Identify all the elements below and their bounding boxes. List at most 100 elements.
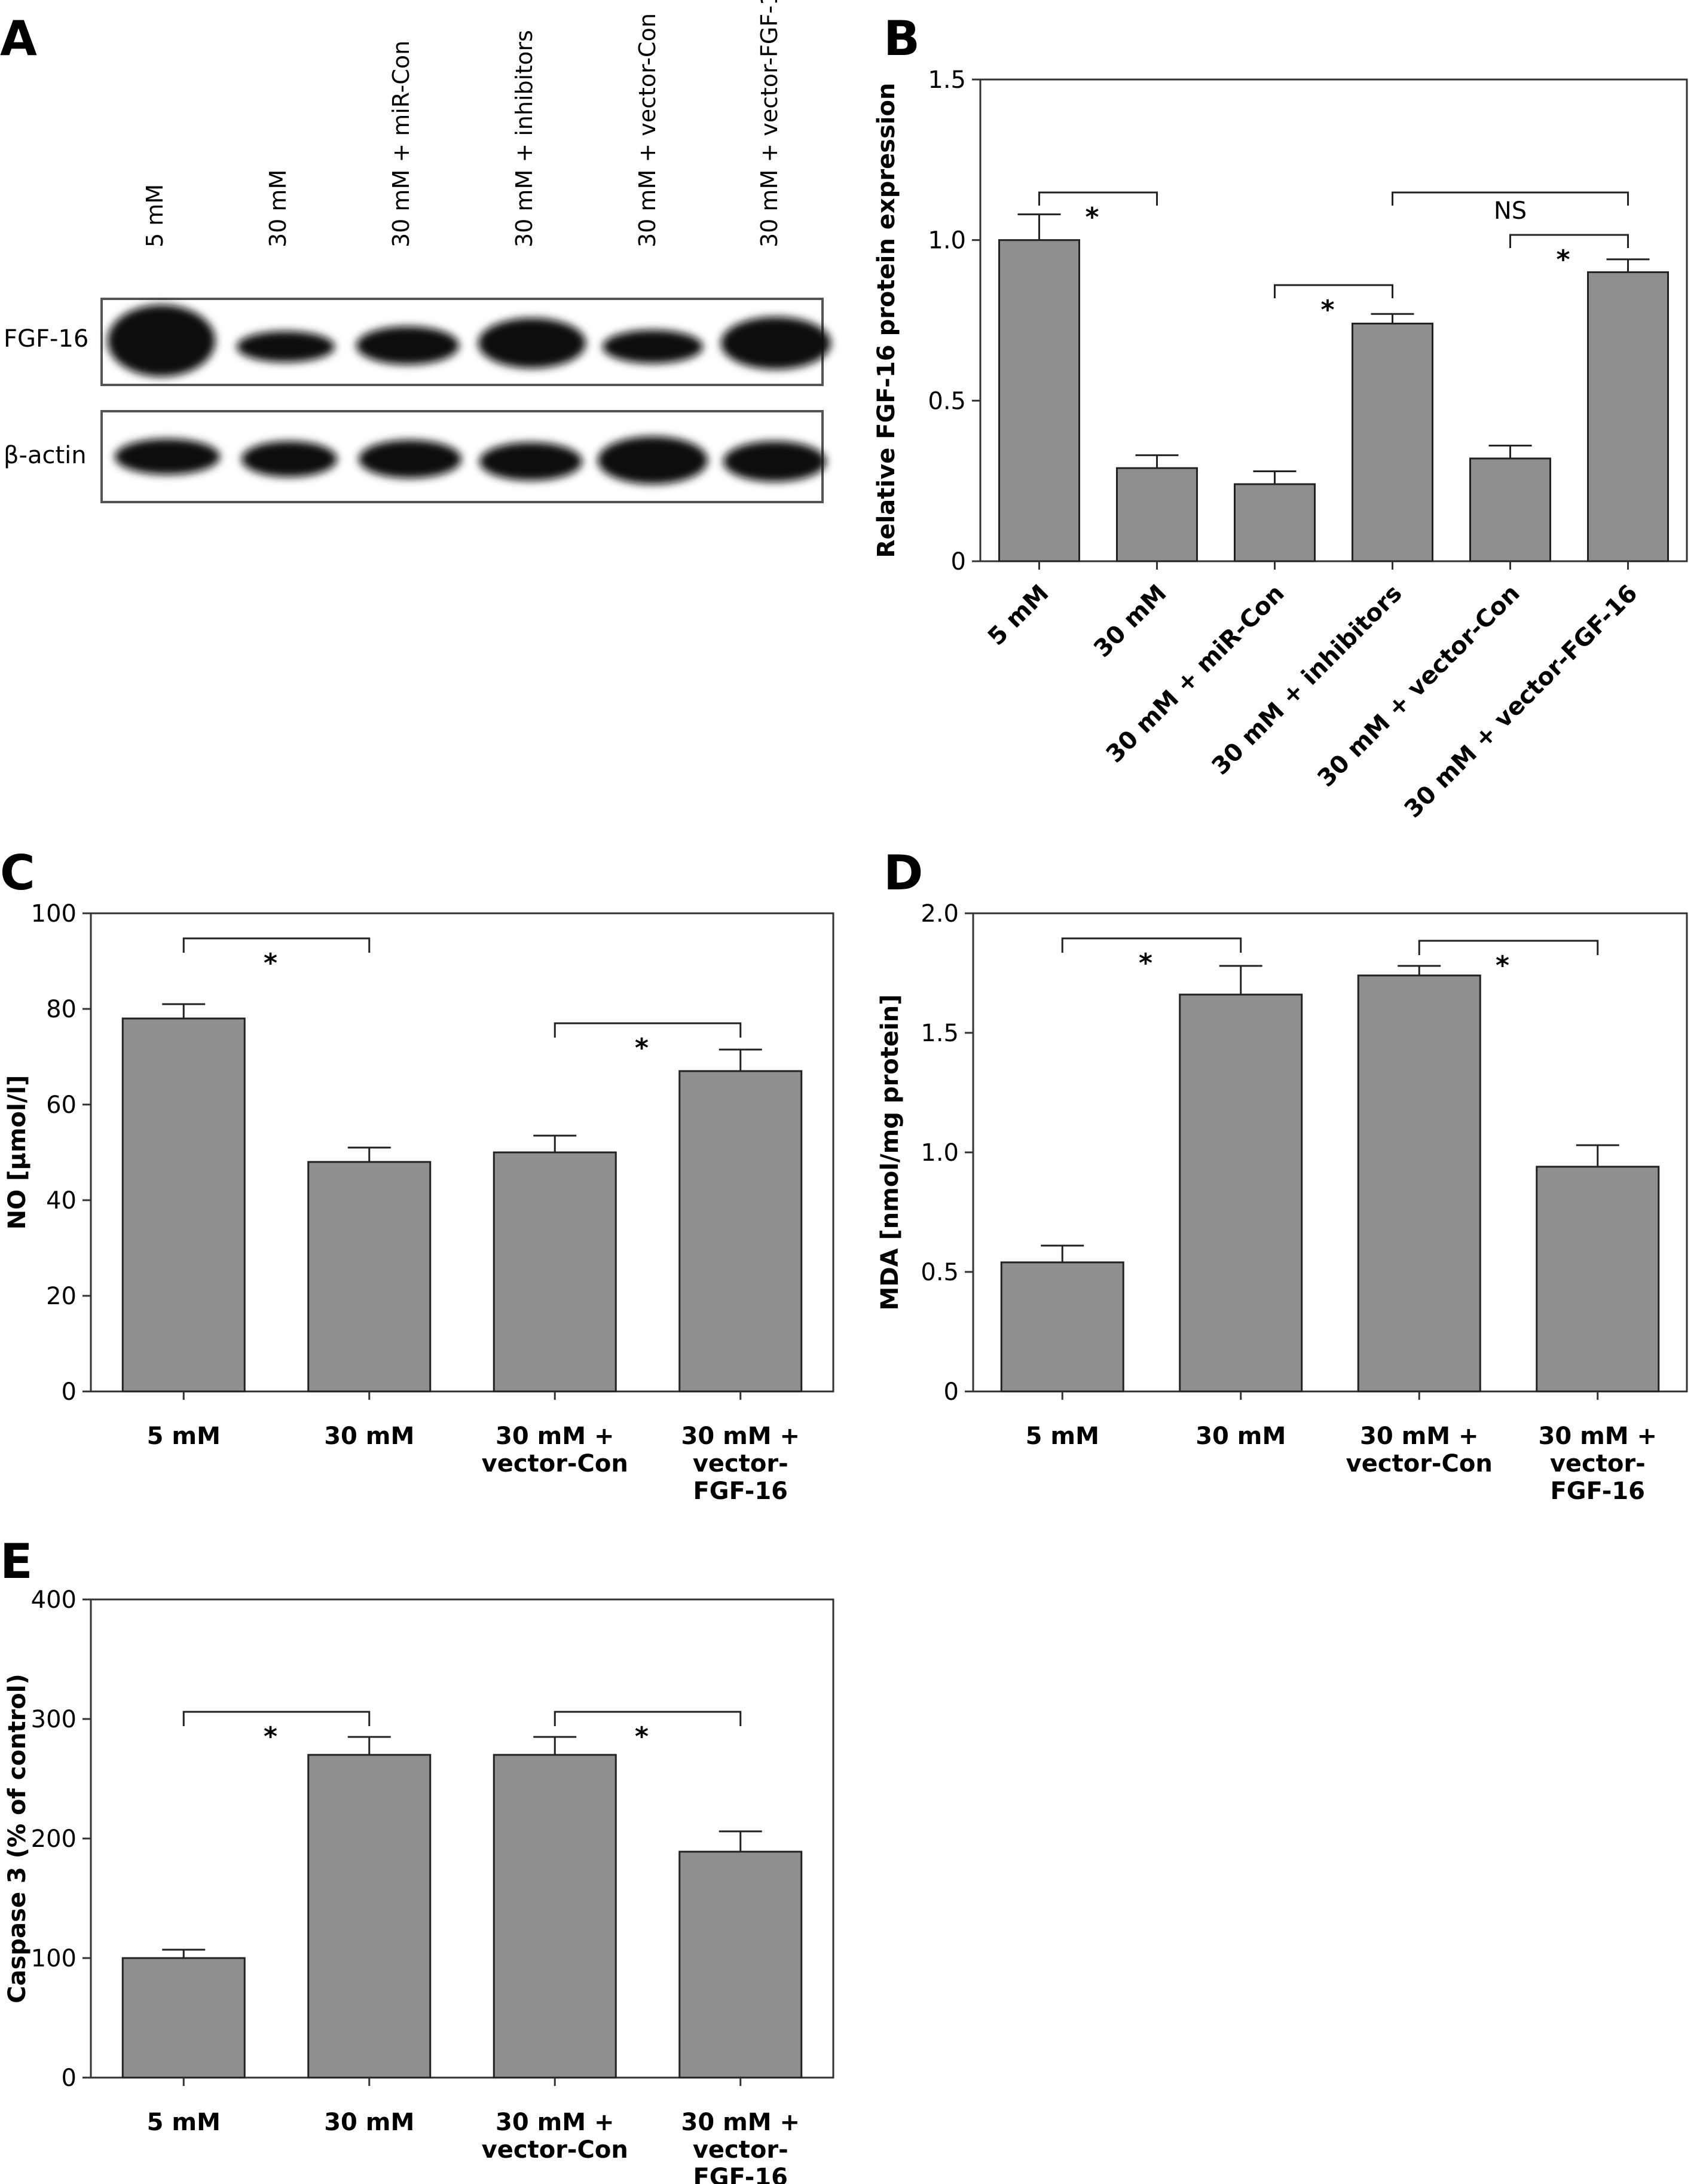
x-tick-label-e-2: 30 mM + vector-Con [482, 2109, 628, 2164]
x-tick-label-b-0: 5 mM [983, 580, 1054, 651]
significance-label-b-2: NS [1494, 197, 1527, 225]
row-label-beta-actin: β-actin [4, 442, 87, 469]
band-actin-lane6 [723, 441, 826, 482]
bar-c-3 [678, 1070, 803, 1393]
lane-label-vectorfgf16: 30 mM + vector-FGF-16 [756, 0, 782, 247]
bar-e-2 [493, 1754, 617, 2079]
plot-frame-c [90, 912, 834, 1393]
bar-b-4 [1469, 457, 1551, 562]
y-tick-label-e-1: 100 [31, 1945, 77, 1972]
significance-label-d-1: * [1496, 950, 1509, 981]
significance-label-b-3: * [1556, 244, 1570, 275]
y-tick-label-e-3: 300 [31, 1706, 77, 1733]
bar-c-2 [493, 1151, 617, 1393]
significance-label-c-1: * [635, 1033, 649, 1063]
band-fgf16-lane5 [603, 330, 703, 363]
y-tick-label-d-1: 0.5 [921, 1259, 959, 1286]
bar-d-3 [1536, 1166, 1660, 1393]
y-axis-label-e: Caspase 3 (% of control) [4, 1674, 31, 2003]
x-tick-label-d-3: 30 mM + vector-FGF-16 [1538, 1423, 1657, 1505]
panel-label-c: C [0, 845, 35, 901]
x-tick-label-d-1: 30 mM [1196, 1423, 1286, 1450]
bar-b-0 [998, 239, 1080, 562]
significance-bracket-b-1 [1274, 284, 1393, 298]
y-tick-label-c-3: 60 [46, 1091, 77, 1119]
bar-d-0 [1000, 1261, 1124, 1393]
x-tick-label-b-1: 30 mM [1089, 580, 1172, 663]
significance-label-d-0: * [1139, 948, 1152, 978]
significance-label-e-0: * [264, 1721, 277, 1752]
bar-e-0 [121, 1957, 246, 2079]
x-tick-label-c-3: 30 mM + vector-FGF-16 [681, 1423, 800, 1505]
y-tick-label-c-0: 0 [62, 1378, 77, 1406]
y-tick-label-c-1: 20 [46, 1283, 77, 1310]
western-blot: 5 mM 30 mM 30 mM + miR-Con 30 mM + inhib… [4, 0, 831, 503]
y-tick-label-d-0: 0 [944, 1378, 959, 1406]
bar-b-3 [1352, 322, 1433, 562]
charts: 0 0.5 1.0 1.5 Relative FGF-16 protein expres… [4, 66, 1688, 2184]
y-tick-label-e-0: 0 [62, 2064, 77, 2092]
y-tick-label-c-5: 100 [31, 900, 77, 928]
significance-label-b-0: * [1085, 202, 1099, 233]
chart-e: 0 100 200 300 400 Caspase 3 (% of control) 5 m… [4, 1586, 834, 2184]
band-actin-lane5 [598, 436, 708, 484]
y-tick-label-d-2: 1.0 [921, 1139, 959, 1167]
panel-label-b: B [883, 11, 920, 66]
y-tick-label-b-0: 0 [951, 548, 966, 576]
bar-e-3 [678, 1850, 803, 2079]
significance-bracket-c-0 [182, 937, 371, 953]
panel-label-a: A [0, 11, 37, 66]
y-axis-label-b: Relative FGF-16 protein expression [873, 83, 900, 558]
y-axis-label-d: MDA [nmol/mg protein] [876, 995, 904, 1311]
significance-bracket-d-1 [1418, 940, 1599, 955]
y-tick-label-c-4: 80 [46, 996, 77, 1023]
significance-label-b-1: * [1320, 295, 1334, 325]
significance-bracket-c-1 [554, 1022, 742, 1038]
y-tick-label-e-2: 200 [31, 1825, 77, 1853]
panel-label-d: D [883, 845, 923, 901]
panel-label-e: E [0, 1534, 33, 1589]
x-tick-label-e-1: 30 mM [324, 2109, 414, 2136]
x-tick-label-c-1: 30 mM [324, 1423, 414, 1450]
band-fgf16-lane2 [237, 331, 335, 362]
bar-c-1 [307, 1161, 432, 1393]
band-fgf16-lane3 [356, 326, 459, 365]
chart-b: 0 0.5 1.0 1.5 Relative FGF-16 protein expres… [873, 66, 1688, 824]
lane-label-5mm: 5 mM [142, 184, 168, 247]
significance-bracket-e-1 [554, 1711, 742, 1726]
x-tick-label-b-4: 30 mM + vector-Con [1312, 580, 1525, 793]
x-tick-label-b-3: 30 mM + inhibitors [1206, 580, 1407, 781]
bar-d-1 [1179, 993, 1303, 1393]
row-label-fgf16: FGF-16 [4, 325, 88, 353]
band-actin-lane3 [359, 440, 461, 478]
blot-box-fgf16 [100, 298, 824, 386]
x-tick-label-c-0: 5 mM [147, 1423, 221, 1450]
band-actin-lane2 [241, 441, 337, 477]
lane-label-mircon: 30 mM + miR-Con [388, 41, 414, 247]
bar-c-0 [121, 1017, 246, 1393]
significance-bracket-b-0 [1038, 191, 1158, 206]
x-tick-label-d-2: 30 mM + vector-Con [1346, 1423, 1493, 1478]
y-tick-label-d-4: 2.0 [921, 900, 959, 928]
band-actin-lane4 [479, 442, 582, 481]
lane-label-inhibitors: 30 mM + inhibitors [511, 30, 537, 247]
plot-frame-b [979, 78, 1688, 562]
bar-d-2 [1357, 974, 1481, 1393]
lane-label-30mm: 30 mM [265, 170, 291, 247]
significance-bracket-b-3 [1509, 234, 1629, 248]
x-tick-label-c-2: 30 mM + vector-Con [482, 1423, 628, 1478]
y-axis-label-c: NO [μmol/l] [4, 1075, 31, 1230]
y-tick-label-b-3: 1.5 [928, 66, 966, 94]
significance-bracket-e-0 [182, 1711, 371, 1726]
bar-b-1 [1116, 467, 1198, 562]
x-tick-label-d-0: 5 mM [1026, 1423, 1099, 1450]
band-fgf16-lane6 [721, 317, 831, 369]
bar-b-5 [1587, 271, 1669, 562]
significance-label-c-0: * [264, 948, 277, 978]
y-tick-label-e-4: 400 [31, 1586, 77, 1614]
band-actin-lane1 [115, 439, 220, 475]
x-tick-label-e-3: 30 mM + vector-FGF-16 [681, 2109, 800, 2184]
x-tick-label-b-5: 30 mM + vector-FGF-16 [1399, 580, 1643, 824]
lane-label-vectorcon: 30 mM + vector-Con [634, 13, 661, 247]
x-tick-label-e-0: 5 mM [147, 2109, 221, 2136]
